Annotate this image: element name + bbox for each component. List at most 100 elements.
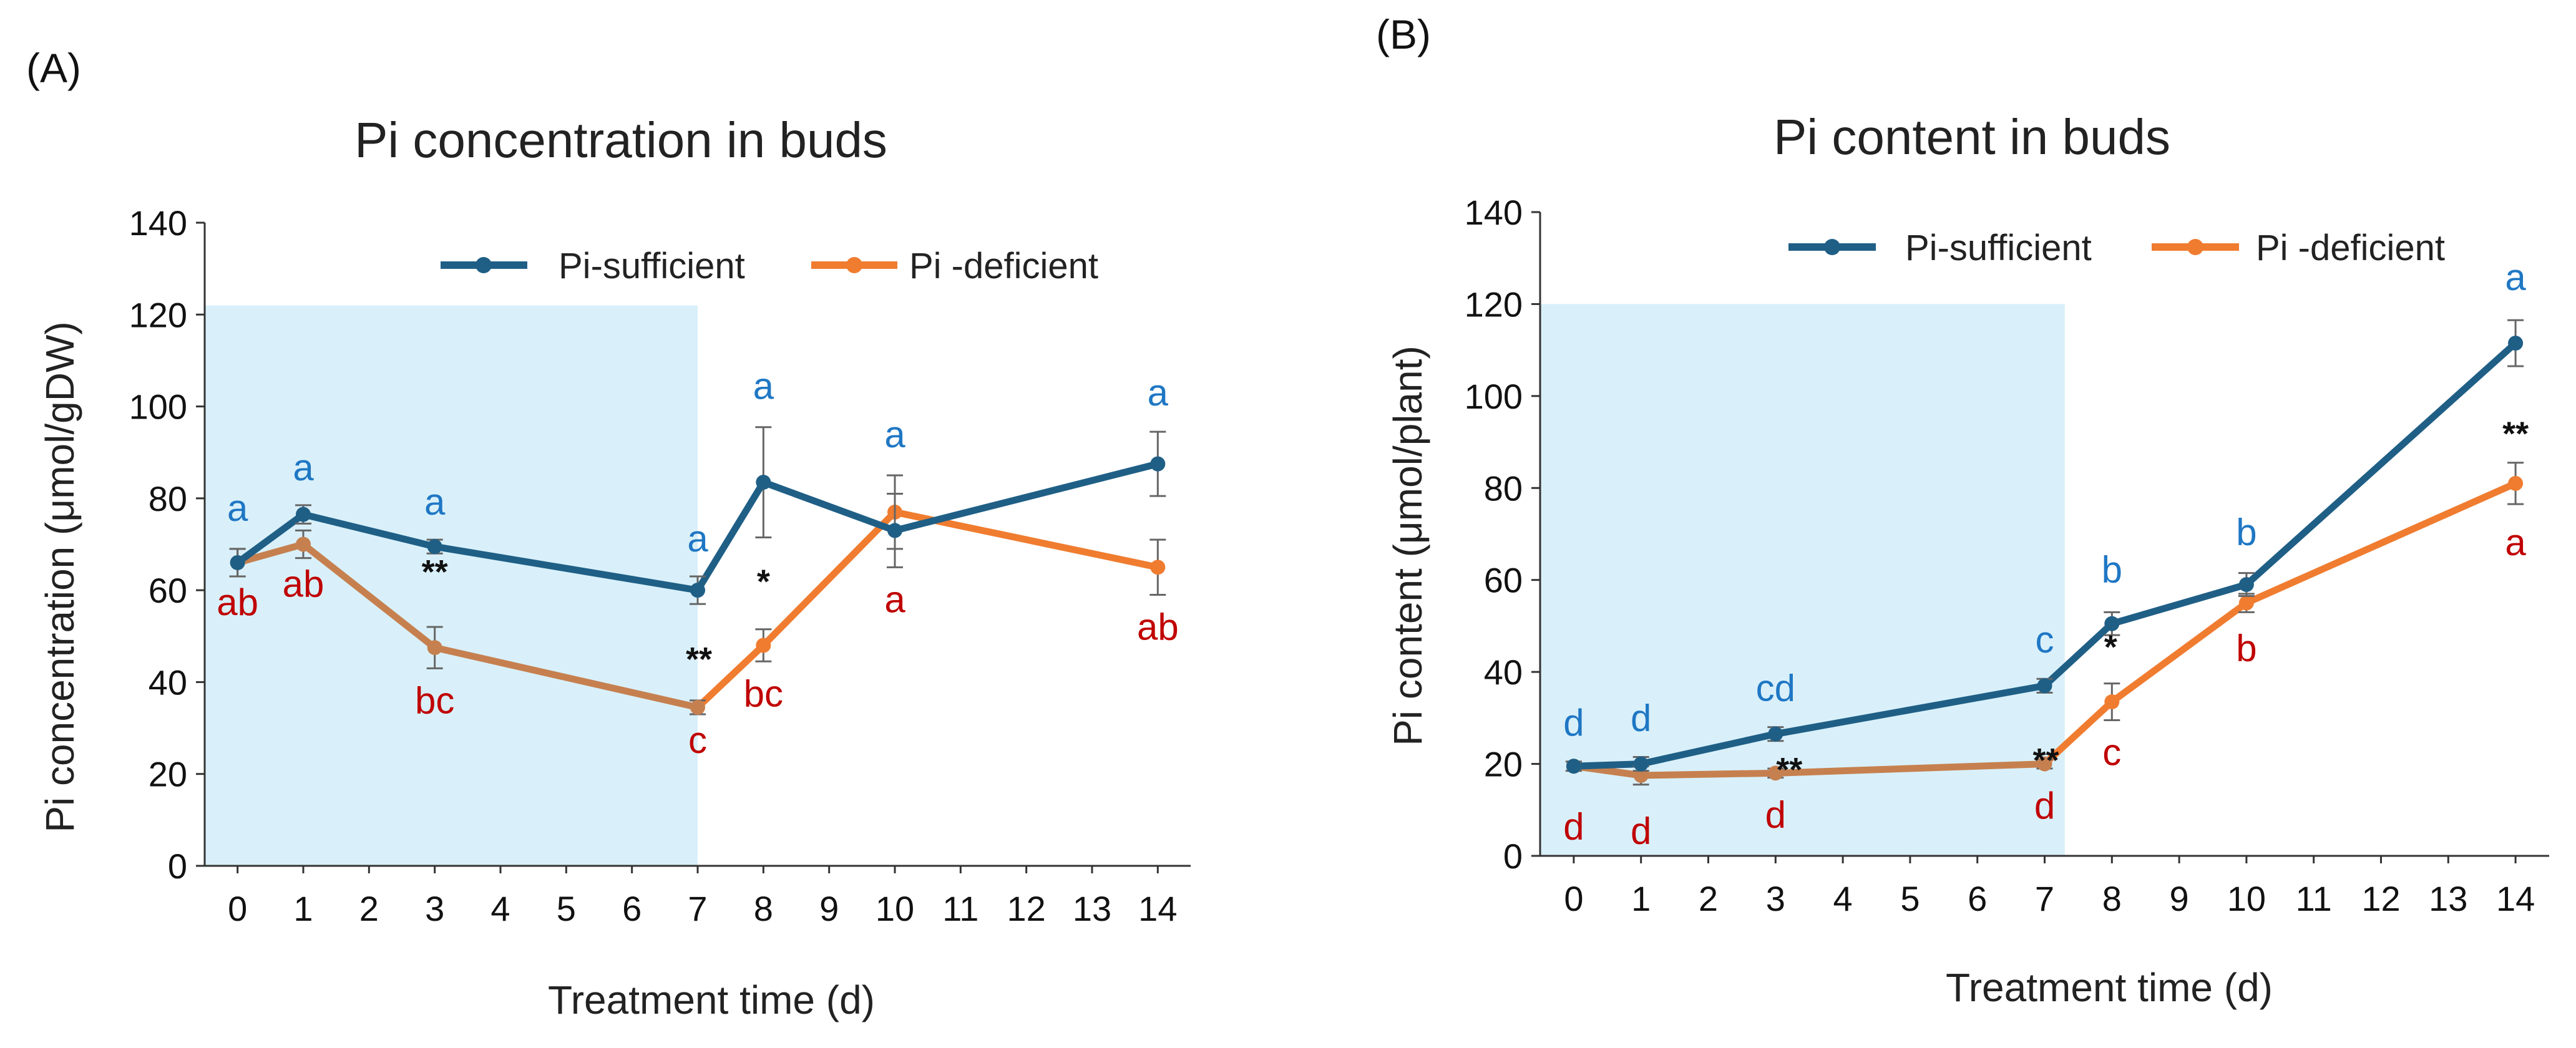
panel-b-x-tick-label: 11 [2296, 879, 2332, 918]
panel-b-y-tick-label: 40 [1484, 653, 1523, 692]
panel-b-significance-mark: ** [1776, 751, 1802, 788]
panel-b-y-tick-label: 60 [1484, 561, 1523, 600]
panel-b-legend-sufficient-marker [1824, 239, 1840, 255]
panel-a-legend-deficient-marker [846, 257, 862, 273]
panel-b-sufficient-letter: b [2236, 512, 2256, 553]
panel-a-x-tick-label: 8 [754, 889, 773, 928]
panel-a-significance-mark: ** [422, 553, 448, 591]
panel-a-title: Pi concentration in buds [354, 112, 887, 168]
panel-b-x-tick-label: 1 [1631, 879, 1651, 918]
panel-b-y-tick-label: 100 [1465, 377, 1523, 416]
panel-b-sufficient-point [2104, 616, 2120, 631]
panel-b-deficient-letter: d [2034, 785, 2055, 827]
panel-b-x-tick-label: 14 [2496, 879, 2535, 918]
panel-a-x-tick-label: 6 [622, 889, 642, 928]
panel-b-legend: Pi-sufficient Pi -deficient [1788, 228, 2445, 268]
panel-b-deficient-letter: a [2505, 522, 2526, 563]
panel-b-y-tick-label: 20 [1484, 745, 1523, 784]
panel-a-x-tick-label: 10 [876, 889, 914, 928]
panel-b-legend-deficient-marker [2187, 239, 2203, 255]
panel-a-legend-sufficient-label: Pi-sufficient [559, 246, 745, 286]
panel-b-x-tick-label: 7 [2035, 879, 2054, 918]
panel-a-deficient-letter: ab [217, 581, 258, 623]
panel-b-significance-mark: * [2104, 629, 2117, 666]
panel-a-deficient-letter: ab [283, 563, 324, 605]
panel-b-x-axis-label: Treatment time (d) [1946, 965, 2273, 1010]
panel-b-x-tick-label: 3 [1766, 879, 1785, 918]
panel-a-x-tick-label: 9 [819, 889, 839, 928]
panel-b-y-tick-label: 80 [1484, 468, 1523, 508]
panel-b-x-tick-label: 13 [2429, 879, 2467, 918]
panel-b-sufficient-letter: cd [1756, 667, 1795, 709]
panel-a-legend: Pi-sufficient Pi -deficient [441, 246, 1098, 286]
panel-a-x-tick-label: 12 [1007, 889, 1046, 928]
panel-b-x-tick-label: 9 [2170, 879, 2189, 918]
panel-a-sufficient-letter: a [293, 447, 314, 488]
panel-b-legend-sufficient-label: Pi-sufficient [1905, 228, 2092, 268]
panel-b-y-axis-label: Pi content (μmol/plant) [1385, 346, 1430, 746]
panel-b-deficient-letter: b [2236, 627, 2256, 669]
panel-a-deficient-point [1150, 560, 1166, 575]
panel-b-deficient-line-treatment [1570, 760, 2048, 779]
panel-a-x-tick-label: 0 [228, 889, 247, 928]
panel-a-shaded-region [205, 305, 698, 866]
panel-a-x-tick-label: 14 [1138, 889, 1177, 928]
panel-a-deficient-point [427, 640, 442, 656]
panel-b-x-tick-label: 2 [1699, 879, 1718, 918]
panel-b-x-tick-label: 12 [2361, 879, 2400, 918]
panel-a-sufficient-letter: a [424, 481, 446, 523]
panel-a-deficient-point [756, 638, 771, 653]
panel-b-deficient-letter: d [1631, 810, 1651, 852]
panel-a-sufficient-point [756, 475, 771, 490]
panel-a-sufficient-letter: a [753, 366, 774, 407]
panel-a-legend-deficient-label: Pi -deficient [909, 246, 1098, 286]
panel-a-significance-mark: * [757, 563, 770, 601]
panel-a-x-tick-label: 13 [1073, 889, 1111, 928]
panel-b-sufficient-point [1633, 756, 1649, 772]
panel-a-deficient-line-recovery [694, 508, 1161, 711]
panel-a-deficient-letter: bc [744, 672, 783, 714]
panel-b-deficient-letter: c [2102, 732, 2121, 774]
panel-a-y-tick-label: 20 [149, 755, 187, 794]
panel-a-deficient-point [296, 536, 311, 552]
panel-b-deficient-point [2508, 475, 2524, 491]
panel-a-y-tick-label: 40 [149, 662, 187, 702]
panel-b-x-tick-label: 10 [2227, 879, 2266, 918]
panel-b-sufficient-point [2037, 678, 2052, 694]
panel-b-deficient-point [2037, 756, 2052, 772]
panel-b-x-tick-label: 5 [1900, 879, 1920, 918]
panel-b-sufficient-letter: d [1631, 697, 1651, 739]
panel-b-sufficient-point [2508, 336, 2524, 351]
panel-b-sufficient-letter: d [1563, 702, 1584, 744]
panel-a-y-tick-label: 120 [129, 295, 187, 334]
panel-b-x-tick-label: 6 [1968, 879, 1987, 918]
panel-b-title: Pi content in buds [1773, 109, 2170, 165]
panel-a-deficient-letter: a [884, 578, 905, 620]
panel-b-x-tick-label: 4 [1833, 879, 1853, 918]
panel-a-deficient-letter: c [688, 719, 707, 761]
panel-a-y-tick-label: 60 [149, 571, 187, 610]
panel-a-sufficient-point [230, 555, 245, 570]
panel-a-x-tick-label: 3 [425, 889, 444, 928]
panel-a-y-tick-label: 100 [129, 387, 187, 427]
panel-b-y-tick-label: 120 [1465, 284, 1523, 324]
panel-a-deficient-line-treatment [234, 541, 701, 711]
panel-a-y-tick-label: 80 [149, 479, 187, 518]
panel-b-sufficient-point [2238, 577, 2254, 593]
panel-a-y-tick-label: 140 [129, 203, 187, 243]
panel-b-sufficient-letter: c [2036, 619, 2054, 661]
panel-a-significance-mark: ** [686, 641, 712, 678]
panel-b-x-tick-label: 8 [2102, 879, 2122, 918]
panel-b-deficient-letter: d [1563, 806, 1584, 848]
panel-b-y-tick-label: 140 [1465, 193, 1523, 232]
panel-b-legend-deficient-label: Pi -deficient [2256, 228, 2445, 268]
panel-b-sufficient-letter: a [2505, 256, 2526, 298]
panel-a-x-tick-label: 1 [293, 889, 313, 928]
panel-a-label: (A) [26, 45, 81, 91]
panel-b-y-tick-label: 0 [1503, 837, 1523, 876]
panel-a-sufficient-point [690, 583, 705, 598]
panel-a-x-axis-label: Treatment time (d) [548, 978, 875, 1022]
